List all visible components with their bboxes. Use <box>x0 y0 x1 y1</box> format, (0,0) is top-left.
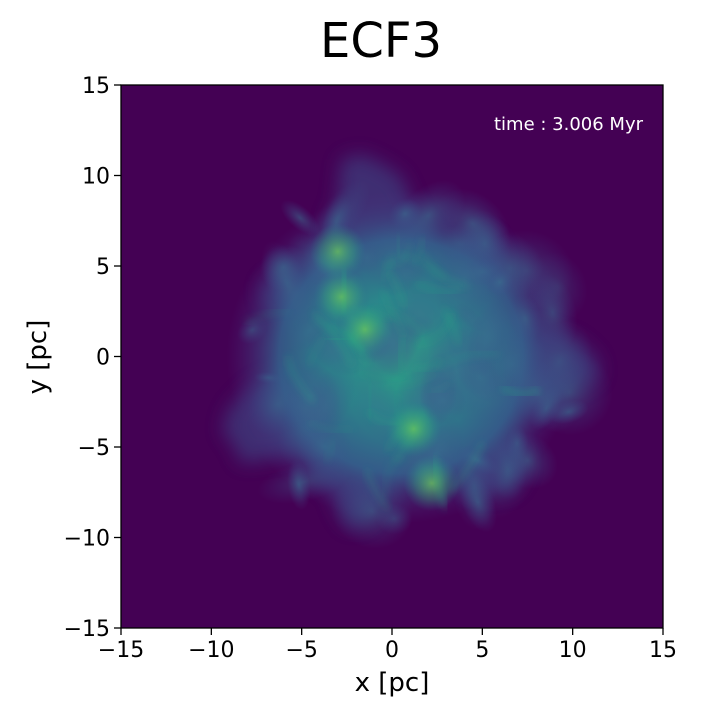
dense-filament <box>413 357 442 372</box>
time-annotation: time : 3.006 Myr <box>494 114 644 135</box>
cloud-filament <box>381 253 428 298</box>
dense-filament <box>381 242 412 267</box>
density-peak <box>336 301 393 358</box>
dense-filament <box>243 310 290 324</box>
dense-filament <box>415 281 461 294</box>
dense-filament <box>307 336 325 367</box>
x-tick-label: 0 <box>385 638 399 663</box>
y-tick-label: 10 <box>82 165 110 190</box>
density-peak <box>403 455 460 512</box>
y-tick-label: −15 <box>64 617 110 642</box>
dense-filament <box>397 336 407 371</box>
cloud-filament <box>261 240 314 326</box>
x-axis: −15 −10 −5 0 5 10 15 <box>98 628 677 663</box>
dense-filament <box>367 383 373 420</box>
dense-filament <box>413 237 425 263</box>
cloud-filament <box>527 349 613 436</box>
dense-filament <box>441 306 461 345</box>
cloud-filament <box>432 233 497 325</box>
cloud-filament <box>497 431 558 489</box>
y-tick-label: 0 <box>96 346 110 371</box>
y-tick-label: −5 <box>78 436 110 461</box>
cloud-filament <box>527 252 588 322</box>
dense-filament <box>380 254 396 280</box>
cloud-filament <box>330 473 413 549</box>
y-tick-label: 15 <box>82 74 110 99</box>
chart-title: ECF3 <box>320 13 442 69</box>
x-axis-label: x [pc] <box>355 668 430 698</box>
y-axis: −15 −10 −5 0 5 10 15 <box>64 74 121 642</box>
dense-filament <box>360 370 410 382</box>
y-axis-label: y [pc] <box>23 320 53 395</box>
y-tick-label: −10 <box>64 527 110 552</box>
dense-filament <box>381 289 406 338</box>
dense-filament <box>387 271 407 307</box>
cloud-filament <box>451 443 498 531</box>
dense-filament <box>309 421 353 433</box>
dense-filament <box>365 469 390 511</box>
density-peak <box>385 400 442 457</box>
cloud-filament <box>388 198 422 229</box>
dense-filament <box>383 373 437 389</box>
x-tick-label: −10 <box>188 638 234 663</box>
x-tick-label: 15 <box>649 638 677 663</box>
dense-filament <box>395 234 402 258</box>
dense-filament <box>420 251 470 289</box>
x-tick-label: 5 <box>475 638 489 663</box>
dense-filament <box>323 438 335 463</box>
x-tick-label: −15 <box>98 638 144 663</box>
dense-filament <box>436 352 499 371</box>
cloud-filament <box>257 459 351 504</box>
cloud-filament <box>296 419 353 475</box>
dense-filament <box>384 455 405 497</box>
y-tick-label: 5 <box>96 255 110 280</box>
gas-cloud <box>222 154 613 549</box>
x-tick-label: 10 <box>559 638 587 663</box>
dense-filament <box>428 381 451 392</box>
dense-filament <box>313 312 354 367</box>
dense-filament <box>286 355 316 403</box>
dense-filament <box>500 385 540 397</box>
cloud-filament <box>254 371 283 384</box>
x-tick-label: −5 <box>285 638 317 663</box>
density-peak <box>309 223 366 280</box>
